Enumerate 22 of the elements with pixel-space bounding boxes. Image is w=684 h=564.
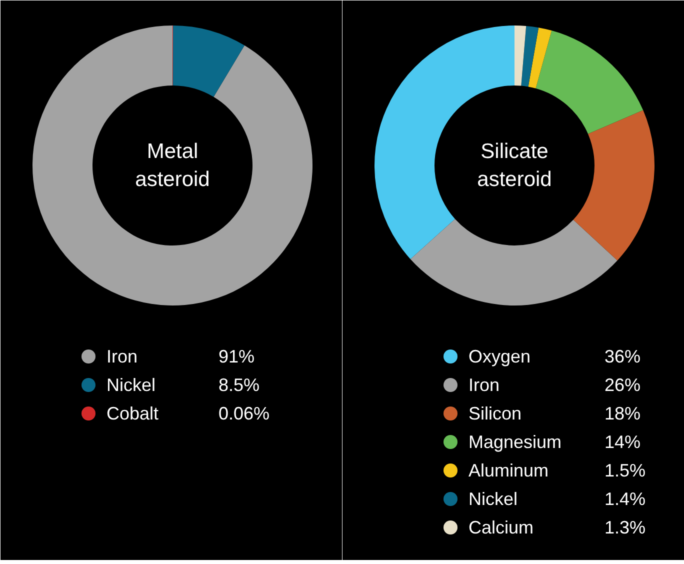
legend-label: Oxygen xyxy=(468,346,531,366)
legend-label: Magnesium xyxy=(468,432,562,452)
data-label: 1.4% xyxy=(604,489,646,509)
data-label: 0.06% xyxy=(218,404,270,424)
legend-label: Nickel xyxy=(468,489,518,509)
data-label: 1.3% xyxy=(604,518,646,538)
text: Metal asteroid xyxy=(135,140,210,191)
data-label: 91% xyxy=(218,346,255,366)
legend-label: Cobalt xyxy=(106,404,159,424)
data-label: 18% xyxy=(604,404,641,424)
data-label: 8.5% xyxy=(218,375,260,395)
legend-label: Calcium xyxy=(468,518,534,538)
text: Silicate asteroid xyxy=(477,140,552,191)
data-label: 36% xyxy=(604,346,641,366)
data-label: 26% xyxy=(604,375,641,395)
legend-label: Aluminum xyxy=(468,460,549,480)
data-label: 1.5% xyxy=(604,460,646,480)
legend-label: Silicon xyxy=(468,404,522,424)
data-label: 14% xyxy=(604,432,641,452)
legend-label: Iron xyxy=(106,346,138,366)
legend-label: Iron xyxy=(468,375,500,395)
legend-label: Nickel xyxy=(106,375,156,395)
